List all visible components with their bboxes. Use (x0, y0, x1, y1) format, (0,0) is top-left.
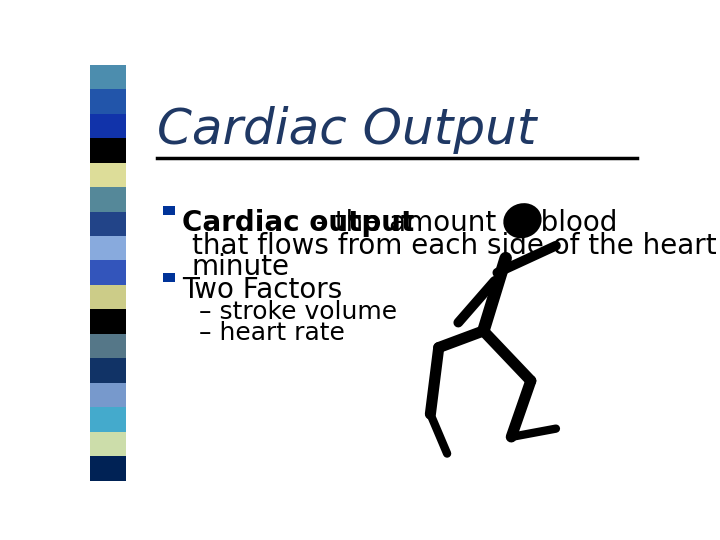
Text: – heart rate: – heart rate (199, 321, 345, 346)
Bar (90, 163, 126, 187)
Text: Cardiac output: Cardiac output (182, 210, 414, 238)
Bar (90, 114, 126, 138)
Bar (90, 383, 126, 407)
Bar (90, 236, 126, 260)
Bar (90, 285, 126, 309)
Text: Two Factors: Two Factors (182, 276, 342, 304)
Bar (90, 334, 126, 359)
Bar (90, 431, 126, 456)
Ellipse shape (503, 203, 541, 238)
Bar (163, 273, 175, 282)
Bar (90, 65, 126, 89)
Bar (90, 212, 126, 236)
Text: Cardiac Output: Cardiac Output (157, 106, 536, 154)
Bar (90, 359, 126, 383)
Bar (163, 206, 175, 215)
Bar (90, 187, 126, 212)
Bar (90, 407, 126, 431)
Bar (90, 260, 126, 285)
Bar (90, 456, 126, 481)
Text: minute: minute (192, 253, 289, 281)
Bar (90, 89, 126, 114)
Text: – stroke volume: – stroke volume (199, 300, 397, 323)
Bar (90, 138, 126, 163)
Bar (90, 309, 126, 334)
Text: that flows from each side of the heart /: that flows from each side of the heart / (192, 231, 720, 259)
Text: - the amount of blood: - the amount of blood (307, 210, 617, 238)
